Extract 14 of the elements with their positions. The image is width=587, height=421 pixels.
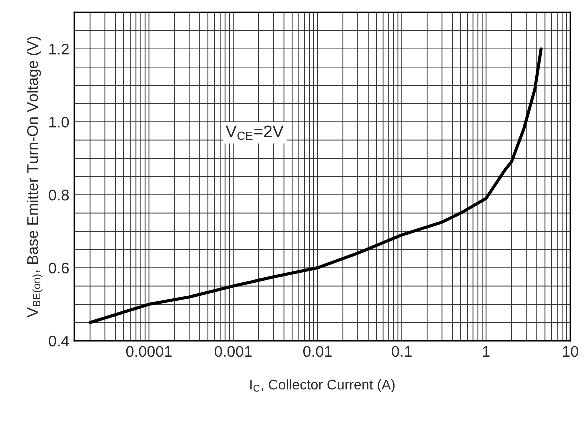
x-tick-label: 0.0001 (126, 346, 172, 358)
x-tick-label: 0.01 (303, 346, 332, 358)
x-tick-label: 1 (483, 346, 490, 357)
x-tick-label: 10 (563, 346, 578, 358)
y-tick-label: 0.8 (49, 190, 70, 201)
y-tick-label: 1.2 (50, 44, 69, 55)
x-tick-label: 0.001 (214, 346, 252, 358)
y-axis-title: V$_{BE(on)}$, Base Emitter Turn-On Voltage (V) (27, 36, 43, 318)
annotation: V$_{CE}$=2V (226, 126, 284, 140)
x-tick-label: 0.1 (392, 346, 412, 358)
y-tick-label: 1.0 (50, 116, 70, 128)
y-tick-label: 0.4 (49, 336, 70, 347)
y-tick-label: 0.6 (49, 262, 70, 274)
x-axis-title: I$_{C}$, Collector Current (A) (250, 380, 395, 392)
